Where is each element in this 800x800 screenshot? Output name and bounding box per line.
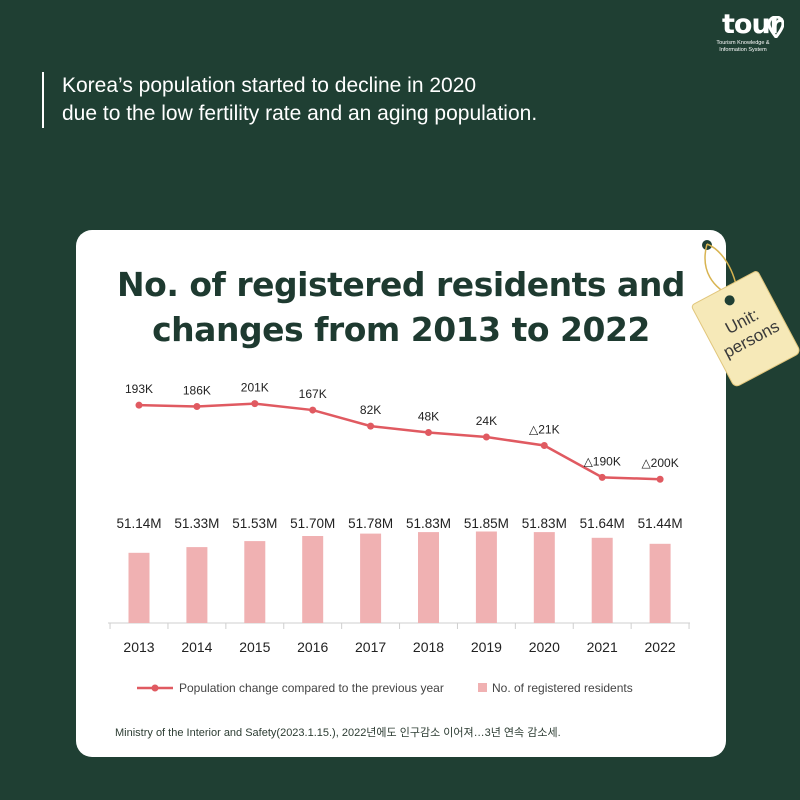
- line-point-2022: [656, 475, 664, 483]
- line-series-population-change: [138, 402, 661, 481]
- chart-title-line-2: changes from 2013 to 2022: [152, 310, 650, 349]
- x-tick-label-2021: 2021: [587, 639, 618, 655]
- bar-2022: [649, 543, 671, 623]
- line-value-label-2021: △190K: [584, 454, 621, 468]
- line-value-label-2020: △21K: [529, 423, 560, 437]
- bar-2018: [418, 532, 439, 623]
- bar-2015: [244, 541, 266, 623]
- line-value-label-2019: 24K: [476, 414, 497, 428]
- headline-line-1: Korea’s population started to decline in…: [62, 74, 477, 97]
- line-point-2016: [309, 406, 317, 414]
- legend-bar-swatch: [478, 683, 487, 692]
- bar-2019: [475, 531, 497, 623]
- line-point-2020: [540, 442, 548, 450]
- x-tick-label-2017: 2017: [355, 639, 386, 655]
- bar-value-label-2021: 51.64M: [580, 516, 625, 531]
- line-point-2013: [135, 401, 143, 409]
- chart-card: No. of registered residents and changes …: [76, 230, 726, 757]
- x-tick-label-2020: 2020: [529, 639, 560, 655]
- bar-value-label-2017: 51.78M: [348, 516, 393, 531]
- line-point-2018: [425, 429, 432, 436]
- tourgo-logo: tour Tourism Knowledge & Information Sys…: [704, 10, 784, 53]
- line-value-label-2018: 48K: [418, 410, 439, 424]
- legend-label-line: Population change compared to the previo…: [179, 681, 444, 695]
- x-tick-label-2019: 2019: [471, 639, 502, 655]
- source-note: Ministry of the Interior and Safety(2023…: [115, 727, 561, 739]
- line-value-label-2015: 201K: [241, 381, 269, 395]
- logo-subtitle: Tourism Knowledge & Information System: [716, 40, 770, 53]
- bar-value-label-2013: 51.14M: [116, 516, 161, 531]
- legend-label-bar: No. of registered residents: [492, 681, 633, 695]
- bar-value-label-2016: 51.70M: [290, 516, 335, 531]
- bar-value-label-2018: 51.83M: [406, 516, 451, 531]
- line-point-2017: [367, 422, 375, 430]
- bar-value-label-2022: 51.44M: [638, 516, 683, 531]
- chart-title: No. of registered residents and changes …: [76, 262, 726, 352]
- line-value-label-2013: 193K: [125, 382, 153, 396]
- x-tick-label-2014: 2014: [181, 639, 212, 655]
- bar-2013: [128, 552, 150, 623]
- x-tick-label-2013: 2013: [123, 639, 154, 655]
- line-point-2014: [193, 402, 201, 410]
- x-tick-label-2022: 2022: [645, 639, 676, 655]
- headline: Korea’s population started to decline in…: [42, 72, 537, 128]
- line-point-2019: [482, 433, 490, 441]
- bar-2017: [360, 533, 382, 623]
- x-tick-label-2016: 2016: [297, 639, 328, 655]
- bar-value-label-2020: 51.83M: [522, 516, 567, 531]
- bar-2014: [186, 547, 208, 623]
- bar-value-label-2015: 51.53M: [232, 516, 277, 531]
- bar-2020: [533, 532, 555, 623]
- x-tick-label-2018: 2018: [413, 639, 444, 655]
- chart-title-line-1: No. of registered residents and: [117, 265, 685, 304]
- line-value-label-2016: 167K: [299, 387, 327, 401]
- line-value-label-2014: 186K: [183, 383, 211, 397]
- x-tick-label-2015: 2015: [239, 639, 270, 655]
- line-value-label-2017: 82K: [360, 403, 381, 417]
- line-point-2015: [251, 400, 259, 408]
- location-pin-icon: [768, 16, 784, 38]
- line-point-2021: [598, 473, 606, 481]
- headline-line-2: due to the low fertility rate and an agi…: [62, 102, 538, 125]
- line-value-label-2022: △200K: [641, 456, 678, 470]
- bar-value-label-2019: 51.85M: [464, 516, 509, 531]
- bar-2021: [591, 537, 613, 623]
- legend-line-marker: [151, 684, 159, 692]
- bar-2016: [302, 536, 324, 623]
- bar-value-label-2014: 51.33M: [174, 516, 219, 531]
